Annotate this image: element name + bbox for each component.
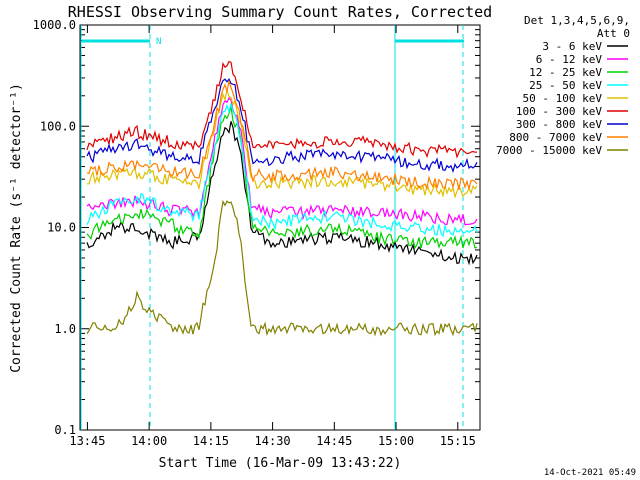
- y-tick-label: 10.0: [47, 221, 76, 235]
- legend-entry-label: 50 - 100 keV: [523, 92, 603, 105]
- series-line: [86, 199, 478, 337]
- x-tick-label: 15:15: [440, 434, 476, 448]
- series-lines: [86, 60, 478, 337]
- legend-header-line-1: Det 1,3,4,5,6,9,: [524, 14, 630, 27]
- series-line: [86, 78, 478, 190]
- legend-entry-label: 800 - 7000 keV: [509, 131, 602, 144]
- y-tick-label: 100.0: [40, 119, 76, 133]
- x-tick-label: 14:15: [193, 434, 229, 448]
- y-tick-label: 1.0: [54, 322, 76, 336]
- y-axis-label: Corrected Count Rate (s⁻¹ detector⁻¹): [9, 83, 24, 373]
- series-line: [86, 106, 478, 250]
- x-axis-label: Start Time (16-Mar-09 13:43:22): [159, 456, 402, 471]
- series-line: [86, 60, 478, 159]
- night-flag-label: N: [156, 37, 161, 47]
- chart-title: RHESSI Observing Summary Count Rates, Co…: [68, 3, 492, 21]
- legend-entry-label: 300 - 800 keV: [516, 118, 602, 131]
- observing-flags: N: [80, 25, 464, 430]
- y-tick-label: 0.1: [54, 423, 76, 437]
- x-axis-ticks: 13:45 14:00 14:15 14:30 14:45 15:00 15:15: [69, 25, 476, 448]
- series-line: [87, 89, 478, 199]
- series-line: [86, 121, 478, 266]
- legend-entry-label: 7000 - 15000 keV: [496, 144, 602, 157]
- y-tick-label: 1000.0: [33, 18, 76, 32]
- series-line: [86, 103, 478, 238]
- x-tick-label: 14:30: [255, 434, 291, 448]
- x-tick-label: 15:00: [378, 434, 414, 448]
- legend-entry-label: 25 - 50 keV: [529, 79, 602, 92]
- legend-entry-label: 6 - 12 keV: [536, 53, 603, 66]
- x-tick-label: 14:45: [316, 434, 352, 448]
- legend-entry-label: 100 - 300 keV: [516, 105, 602, 118]
- x-tick-label: 14:00: [131, 434, 167, 448]
- legend-header-line-2: Att 0: [597, 27, 630, 40]
- footer-timestamp: 14-Oct-2021 05:49: [544, 468, 636, 478]
- x-tick-label: 13:45: [69, 434, 105, 448]
- series-line: [86, 77, 478, 174]
- legend-entry-label: 12 - 25 keV: [529, 66, 602, 79]
- legend-entry-label: 3 - 6 keV: [542, 40, 602, 53]
